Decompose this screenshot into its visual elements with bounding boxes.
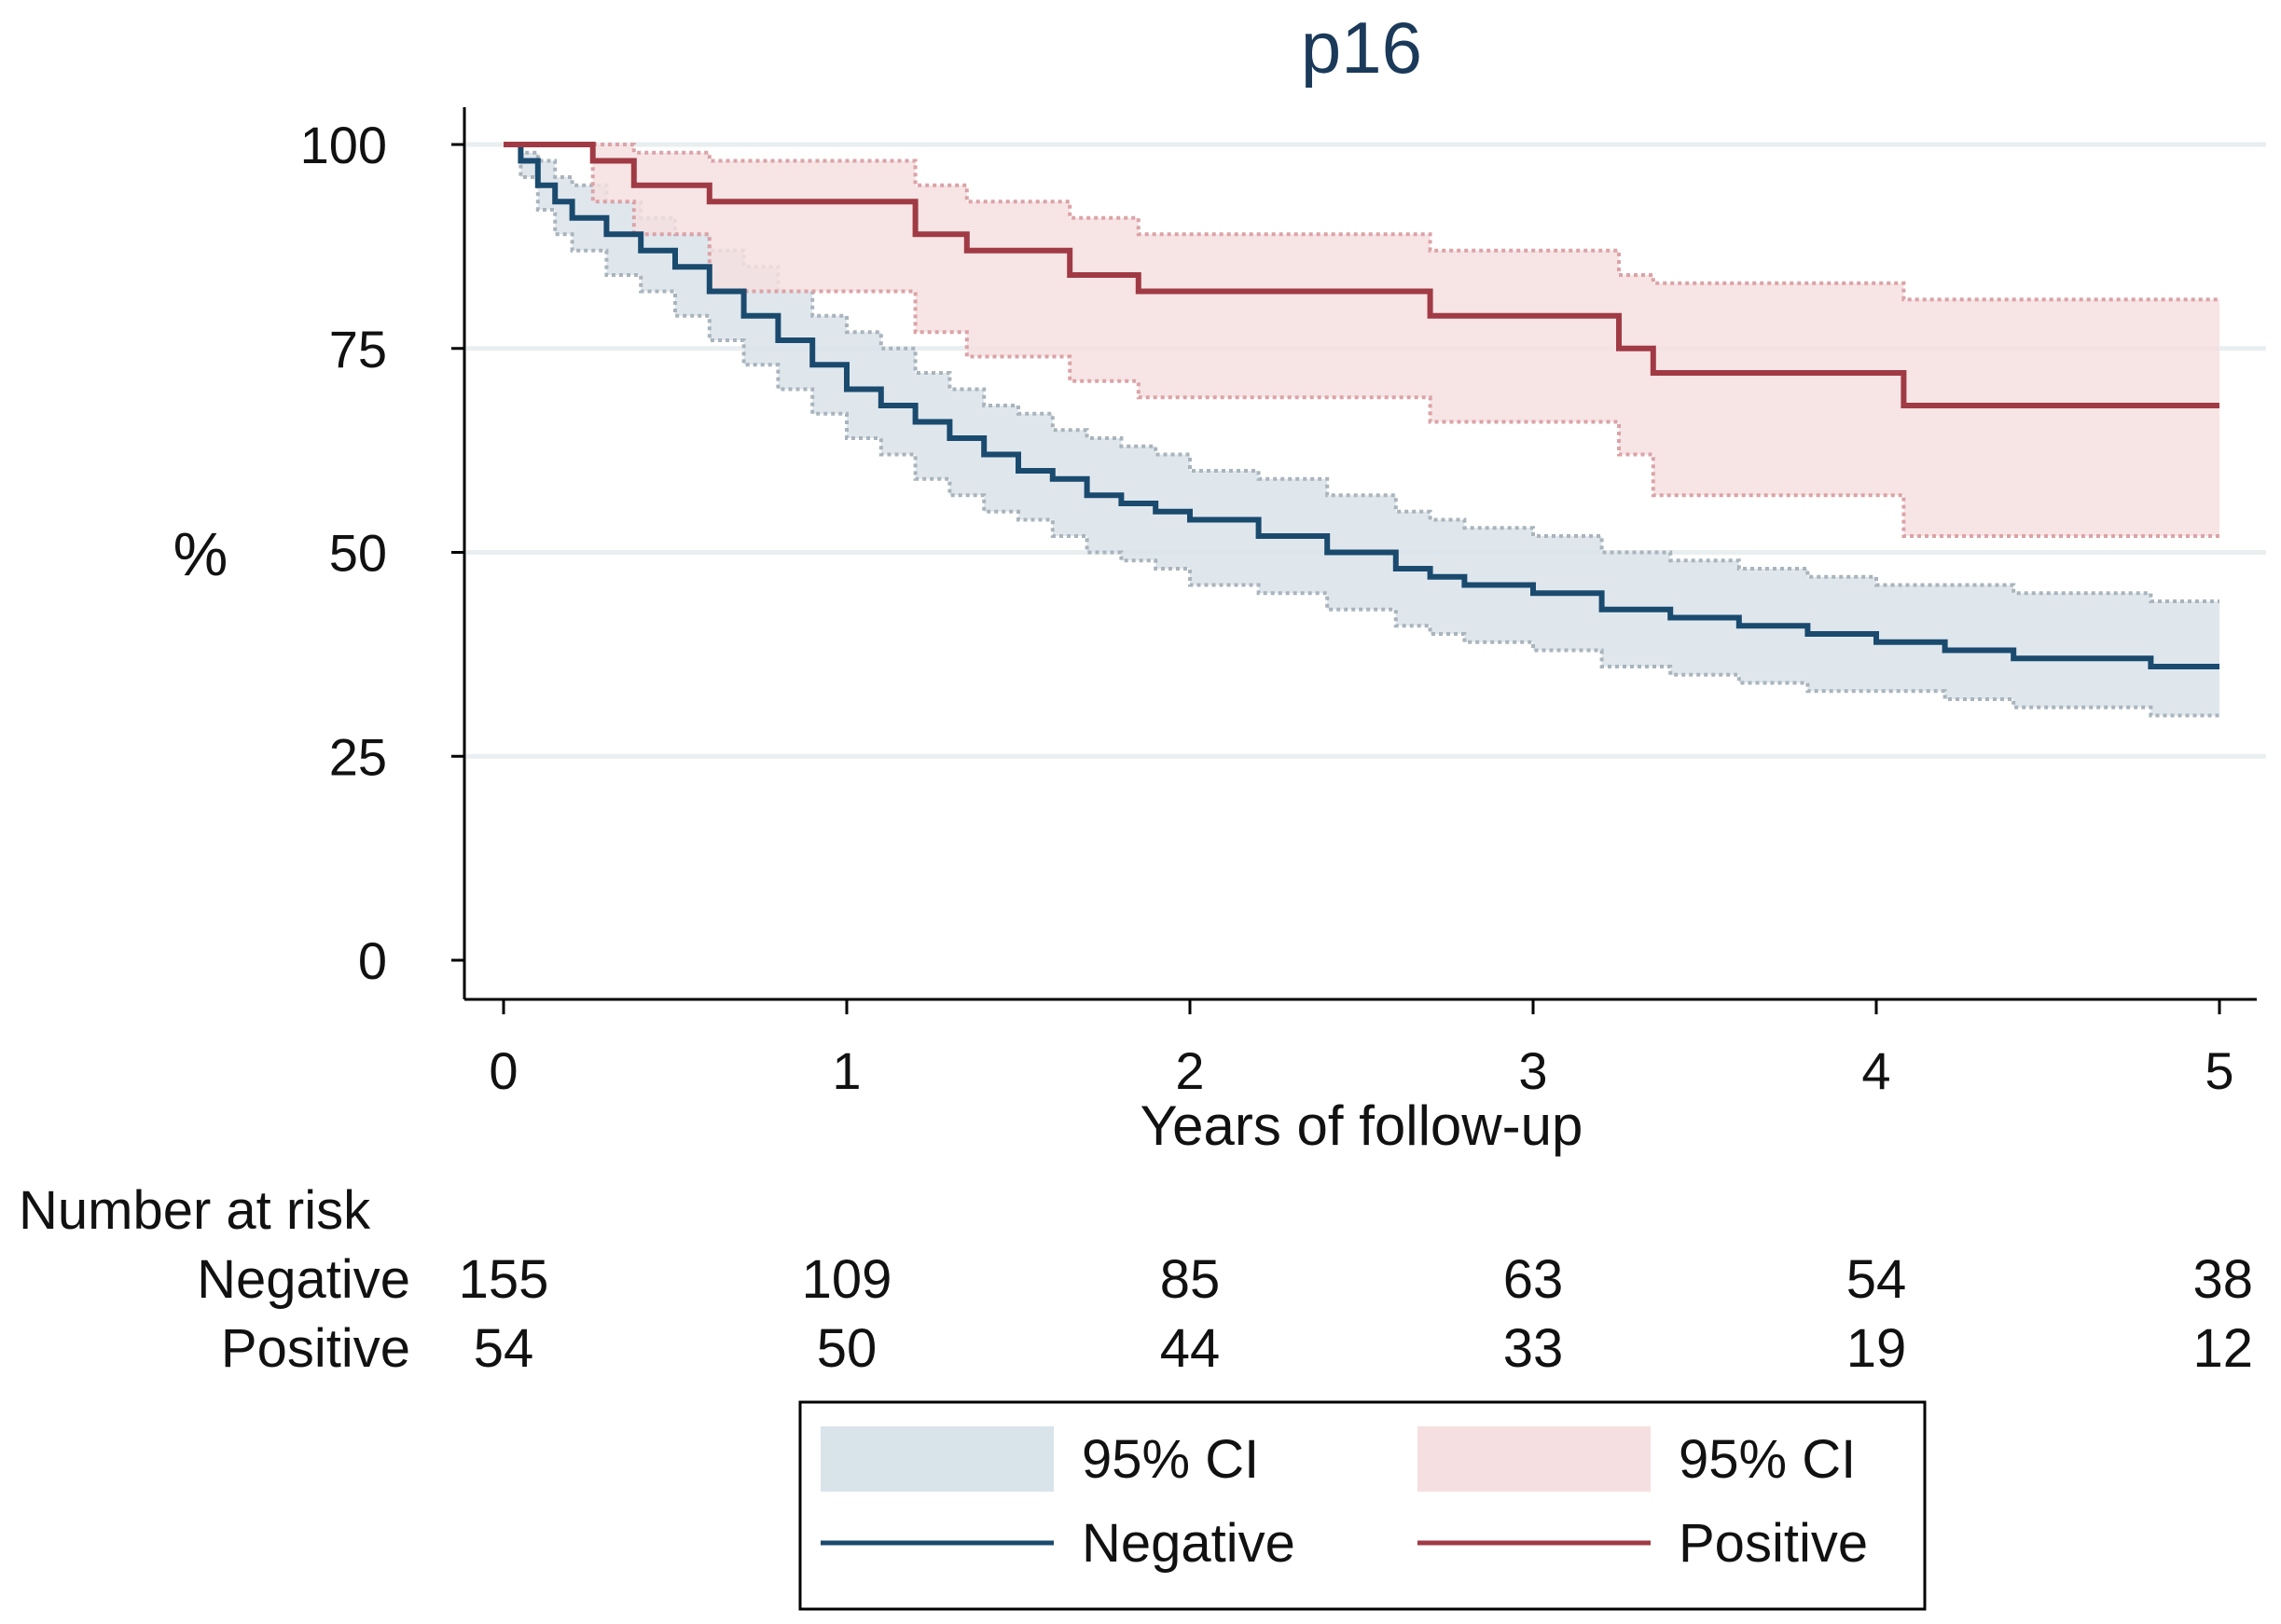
risk-table-header: Number at risk xyxy=(19,1180,371,1241)
survival-curves xyxy=(504,142,2219,669)
legend: 95% CI 95% CI Negative Positive xyxy=(798,1400,1927,1611)
legend-negative-ci-label: 95% CI xyxy=(1082,1429,1259,1490)
y-tick-label-25: 25 xyxy=(329,727,387,786)
legend-positive-label: Positive xyxy=(1679,1513,1868,1574)
risk-positive-2: 44 xyxy=(1160,1318,1221,1379)
risk-positive-4: 19 xyxy=(1846,1318,1907,1379)
y-tick-label-50: 50 xyxy=(329,524,387,583)
risk-negative-3: 63 xyxy=(1503,1249,1564,1310)
legend-positive-ci-swatch xyxy=(1417,1426,1651,1492)
x-axis-ticks: 0 1 2 3 4 5 xyxy=(489,999,2234,1100)
x-axis-title: Years of follow-up xyxy=(1140,1094,1583,1157)
risk-table-values: 155 109 85 63 54 38 54 50 44 33 19 12 xyxy=(459,1249,2253,1379)
negative-ci-band xyxy=(504,145,2219,716)
negative-ci-lower xyxy=(504,143,2219,718)
positive-survival-line xyxy=(504,142,2219,408)
legend-negative-ci-swatch xyxy=(821,1426,1054,1492)
risk-negative-0: 155 xyxy=(459,1249,549,1310)
risk-negative-2: 85 xyxy=(1160,1249,1221,1310)
risk-positive-3: 33 xyxy=(1503,1318,1564,1379)
x-tick-label-5: 5 xyxy=(2205,1041,2233,1100)
risk-row-label-positive: Positive xyxy=(221,1318,410,1379)
confidence-bands xyxy=(504,143,2219,718)
risk-negative-4: 54 xyxy=(1846,1249,1907,1310)
risk-positive-1: 50 xyxy=(817,1318,878,1379)
negative-survival-line xyxy=(504,142,2219,669)
y-axis-ticks: 0 25 50 75 100 xyxy=(300,116,464,990)
x-tick-label-4: 4 xyxy=(1861,1041,1890,1100)
x-tick-label-3: 3 xyxy=(1518,1041,1547,1100)
risk-negative-1: 109 xyxy=(802,1249,892,1310)
risk-negative-5: 38 xyxy=(2192,1249,2253,1310)
positive-ci-upper xyxy=(504,143,2219,302)
x-tick-label-1: 1 xyxy=(832,1041,861,1100)
y-tick-label-0: 0 xyxy=(358,931,387,990)
x-tick-label-2: 2 xyxy=(1175,1041,1204,1100)
chart-title: p16 xyxy=(1301,7,1422,89)
risk-row-label-negative: Negative xyxy=(197,1249,410,1310)
y-axis-title: % xyxy=(173,519,228,588)
legend-positive-ci-label: 95% CI xyxy=(1679,1429,1856,1490)
y-tick-label-100: 100 xyxy=(300,116,387,174)
risk-positive-5: 12 xyxy=(2192,1318,2253,1379)
legend-negative-label: Negative xyxy=(1082,1513,1295,1574)
y-tick-label-75: 75 xyxy=(329,320,387,378)
positive-ci-band xyxy=(504,145,2219,536)
x-tick-label-0: 0 xyxy=(489,1041,518,1100)
risk-positive-0: 54 xyxy=(474,1318,534,1379)
legend-frame xyxy=(798,1400,1927,1611)
